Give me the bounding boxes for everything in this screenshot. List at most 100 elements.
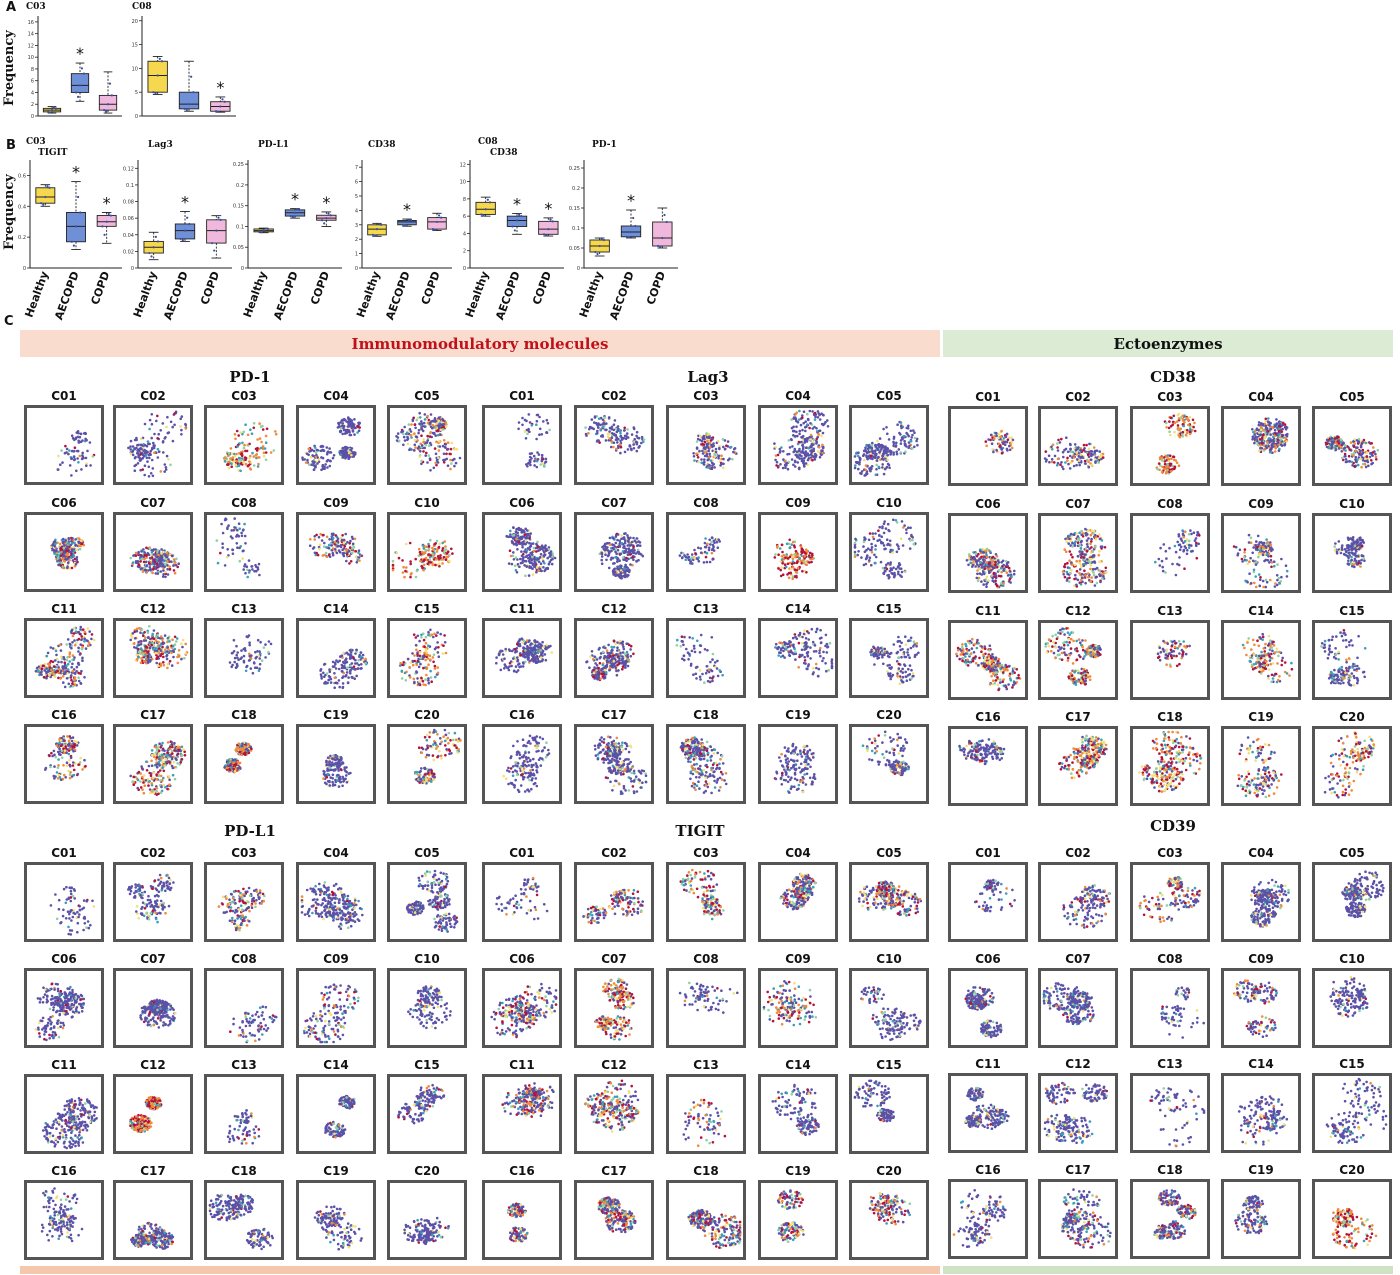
cell-point	[179, 417, 182, 421]
cell-point	[453, 464, 456, 468]
cell-point	[418, 550, 422, 554]
cell-point	[358, 421, 361, 425]
cell-point	[610, 440, 614, 443]
cell-point	[66, 566, 69, 569]
cell-point	[269, 642, 273, 646]
cell-point	[429, 413, 433, 416]
cell-point	[364, 661, 367, 665]
data-point	[627, 236, 630, 239]
cell-point	[439, 754, 443, 758]
cell-point	[529, 463, 532, 467]
cell-point	[437, 456, 440, 460]
cell-point	[179, 749, 182, 753]
cell-point	[147, 453, 151, 457]
cell-point	[251, 568, 254, 571]
cell-point	[161, 558, 164, 561]
cell-point	[420, 676, 423, 680]
cell-point	[223, 460, 227, 463]
cell-point	[239, 469, 242, 473]
cell-point	[880, 447, 883, 451]
y-tick-label: 0.2	[236, 183, 244, 189]
cell-point	[349, 651, 353, 654]
cell-point	[436, 548, 439, 551]
cell-point	[60, 655, 63, 659]
cluster-label: C07	[123, 496, 183, 510]
cell-point	[62, 764, 65, 767]
data-point	[154, 235, 157, 238]
cell-point	[244, 423, 247, 426]
cell-point	[257, 669, 261, 673]
cell-point	[430, 680, 433, 683]
cell-point	[167, 558, 170, 561]
cell-point	[444, 446, 447, 449]
cell-point	[864, 464, 868, 467]
cell-point	[264, 643, 267, 646]
cell-point	[173, 423, 176, 427]
cell-point	[713, 466, 716, 469]
cell-point	[801, 416, 804, 419]
cell-point	[350, 547, 354, 550]
cell-point	[875, 459, 879, 462]
cell-point	[159, 635, 163, 638]
cell-point	[175, 749, 179, 752]
cell-point	[72, 545, 75, 549]
cell-point	[545, 431, 548, 434]
cell-point	[612, 428, 616, 432]
cell-point	[242, 430, 246, 434]
cell-point	[332, 769, 336, 772]
cell-point	[65, 751, 68, 754]
cell-point	[134, 554, 138, 557]
cell-point	[146, 654, 150, 658]
cell-point	[416, 416, 420, 420]
cell-point	[315, 533, 318, 537]
cell-point	[623, 426, 626, 430]
cell-point	[345, 660, 349, 664]
cell-point	[67, 542, 70, 545]
cell-point	[458, 456, 462, 460]
cell-point	[419, 662, 422, 666]
cell-point	[148, 780, 151, 783]
cell-point	[780, 446, 783, 449]
cell-point	[65, 547, 68, 551]
cell-point	[325, 775, 329, 779]
cell-point	[64, 670, 67, 674]
cell-point	[793, 447, 797, 451]
cell-point	[258, 650, 261, 653]
cell-point	[255, 569, 258, 573]
cell-point	[345, 766, 348, 769]
cell-point	[346, 425, 350, 428]
cell-point	[252, 426, 256, 430]
cell-point	[231, 552, 235, 555]
x-tick-label: COPD	[530, 270, 554, 307]
cell-point	[156, 414, 159, 418]
cell-point	[421, 566, 424, 570]
chart-title: C08	[132, 2, 152, 12]
cell-point	[328, 464, 332, 468]
cell-point	[73, 639, 76, 642]
cell-point	[423, 773, 427, 776]
cell-point	[436, 755, 439, 759]
cell-point	[332, 757, 336, 761]
data-point	[665, 220, 668, 224]
cell-point	[66, 638, 70, 641]
cell-point	[149, 791, 152, 795]
y-tick-label: 12	[28, 43, 34, 49]
cell-point	[256, 465, 260, 468]
cell-point	[60, 744, 63, 747]
cell-point	[247, 559, 251, 562]
cell-point	[425, 653, 428, 657]
cell-point	[423, 446, 426, 450]
cell-point	[359, 651, 363, 654]
cell-point	[171, 773, 175, 777]
cell-point	[57, 764, 60, 767]
cell-point	[807, 418, 810, 422]
cell-point	[183, 750, 186, 754]
cell-point	[868, 467, 871, 470]
cell-point	[913, 436, 917, 440]
cell-point	[344, 446, 348, 450]
cell-point	[786, 453, 789, 456]
cell-point	[416, 659, 419, 663]
cell-point	[451, 552, 454, 555]
cell-point	[160, 785, 163, 789]
cell-point	[434, 452, 438, 456]
